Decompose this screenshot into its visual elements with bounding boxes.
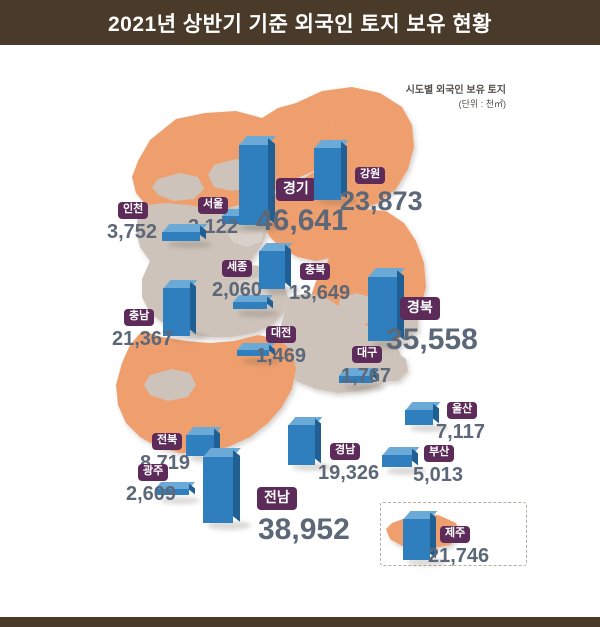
badge-incheon: 인천 — [118, 202, 149, 219]
value-gyeonggi: 46,641 — [256, 204, 348, 237]
value-chungnam: 21,367 — [112, 328, 174, 350]
region-shape-chungbuk — [262, 187, 352, 261]
value-incheon: 3,752 — [107, 221, 158, 243]
region-shape-jeonnam — [116, 331, 296, 453]
region-shape-incheon — [152, 173, 204, 201]
badge-gyeongbuk: 경북 — [400, 297, 440, 320]
badge-gyeongnam: 경남 — [330, 443, 361, 460]
page-title: 2021년 상반기 기준 외국인 토지 보유 현황 — [107, 12, 493, 36]
value-chungbuk: 13,649 — [289, 282, 351, 304]
value-daegu: 1,767 — [341, 365, 392, 387]
header-bar: 2021년 상반기 기준 외국인 토지 보유 현황 — [0, 0, 600, 45]
value-jeju: 21,746 — [428, 545, 490, 567]
value-gangwon: 23,873 — [340, 186, 423, 216]
value-jeonnam: 38,952 — [258, 513, 350, 546]
value-ulsan: 7,117 — [436, 421, 485, 443]
badge-busan: 부산 — [424, 445, 455, 462]
value-gyeongbuk: 35,558 — [386, 323, 478, 356]
legend-unit: (단위 : 천㎡) — [458, 98, 506, 109]
badge-ulsan: 울산 — [447, 402, 478, 419]
value-busan: 5,013 — [413, 464, 464, 486]
legend-caption: 시도별 외국인 보유 토지 (단위 : 천㎡) — [380, 84, 506, 110]
legend-title: 시도별 외국인 보유 토지 — [405, 85, 506, 96]
badge-daegu: 대구 — [352, 346, 383, 363]
badge-gangwon: 강원 — [355, 167, 386, 184]
badge-jeju: 제주 — [440, 526, 471, 543]
korea-map: 서울 3,122 인천 3,752 경기 46,641 강원 — [0, 45, 600, 617]
value-gwangju: 2,609 — [126, 483, 177, 505]
badge-gyeonggi: 경기 — [276, 178, 316, 201]
badge-daejeon: 대전 — [266, 326, 297, 343]
jeju-inset-frame — [380, 502, 527, 566]
map-shapes — [116, 87, 460, 549]
value-sejong: 2,060 — [212, 279, 263, 301]
badge-jeonnam: 전남 — [257, 487, 297, 510]
value-daejeon: 1,469 — [256, 345, 307, 367]
badge-sejong: 세종 — [222, 260, 253, 277]
badge-gwangju: 광주 — [138, 464, 169, 481]
value-gyeongnam: 19,326 — [318, 462, 380, 484]
footer-bar — [0, 617, 600, 627]
badge-seoul: 서울 — [198, 197, 229, 214]
badge-chungnam: 충남 — [124, 309, 155, 326]
badge-jeonbuk: 전북 — [152, 433, 183, 450]
badge-chungbuk: 충북 — [300, 263, 331, 280]
region-shape-gwangju — [144, 369, 196, 401]
region-shape-sejong — [228, 223, 264, 247]
